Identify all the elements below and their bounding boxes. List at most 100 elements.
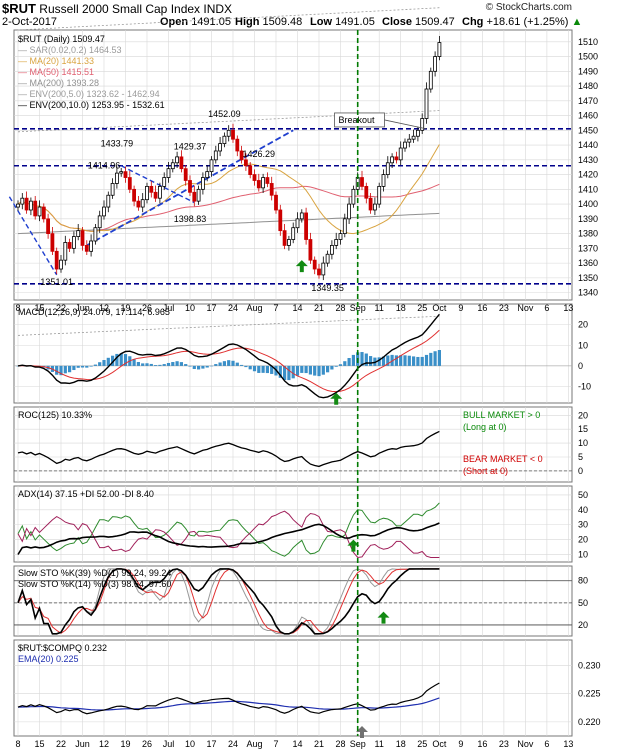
candle-body bbox=[424, 88, 429, 119]
candle-body bbox=[24, 197, 29, 211]
macd-histogram-bar bbox=[360, 352, 364, 366]
macd-histogram-bar bbox=[283, 365, 287, 381]
breakout-pointer bbox=[384, 119, 427, 130]
macd-histogram-bar bbox=[317, 365, 321, 377]
macd-histogram-bar bbox=[222, 361, 226, 366]
candle-body bbox=[218, 143, 223, 152]
macd-histogram-bar bbox=[111, 355, 115, 366]
x-tick-label: 16 bbox=[477, 303, 487, 313]
candle-body bbox=[381, 174, 386, 187]
macd-histogram-bar bbox=[132, 359, 136, 366]
candle-body bbox=[16, 203, 20, 208]
y-tick-label: 10 bbox=[578, 340, 588, 350]
y-tick-label: 0.225 bbox=[578, 689, 601, 699]
price-legend-item: — MA(50) 1415.51 bbox=[18, 67, 94, 77]
candle-body bbox=[415, 129, 420, 137]
macd-histogram-bar bbox=[334, 365, 338, 367]
macd-histogram-bar bbox=[338, 364, 343, 366]
high-value: High 1509.48 bbox=[235, 16, 303, 28]
price-label: 1452.09 bbox=[208, 109, 241, 119]
x-tick-label: 28 bbox=[335, 739, 345, 749]
candle-body bbox=[299, 212, 304, 220]
y-tick-label: 1340 bbox=[578, 288, 598, 298]
macd-histogram-bar bbox=[295, 365, 300, 376]
down-trendline bbox=[8, 196, 58, 276]
candle-body bbox=[102, 206, 106, 217]
macd-histogram-bar bbox=[399, 355, 403, 366]
y-tick-label: 0.220 bbox=[578, 717, 601, 727]
candle-body bbox=[183, 168, 188, 181]
ma20-line bbox=[17, 144, 440, 235]
x-tick-label: 13 bbox=[563, 739, 573, 749]
macd-histogram-bar bbox=[300, 365, 304, 373]
x-tick-label: Oct bbox=[432, 303, 447, 313]
candle-body bbox=[50, 233, 55, 252]
candle-body bbox=[252, 174, 257, 181]
candle-body bbox=[282, 230, 287, 246]
macd-signal-line bbox=[17, 329, 440, 393]
candle-body bbox=[334, 239, 339, 246]
candle-body bbox=[110, 183, 115, 196]
candle-body bbox=[93, 227, 98, 242]
macd-histogram-bar bbox=[68, 365, 72, 373]
price-label: 1349.35 bbox=[311, 283, 344, 293]
macd-histogram-bar bbox=[364, 353, 368, 366]
macd-histogram-bar bbox=[231, 360, 235, 366]
y-tick-label: 15 bbox=[578, 424, 588, 434]
candle-body bbox=[175, 156, 180, 164]
bull-market-label: BULL MARKET > 0 bbox=[463, 410, 540, 420]
candle-body bbox=[368, 197, 373, 211]
candle-body bbox=[433, 56, 438, 72]
candle-body bbox=[308, 239, 313, 261]
x-tick-label: 25 bbox=[417, 739, 427, 749]
y-tick-label: 1440 bbox=[578, 140, 598, 150]
macd-buy-arrow-icon bbox=[330, 392, 343, 405]
candle-body bbox=[347, 203, 352, 220]
roc-line bbox=[17, 430, 440, 468]
candle-body bbox=[115, 172, 119, 184]
x-tick-label: 18 bbox=[396, 739, 406, 749]
candle-body bbox=[41, 206, 46, 220]
x-tick-label: 7 bbox=[273, 303, 278, 313]
candle-body bbox=[269, 183, 274, 196]
stoch39-title: Slow STO %K(39) %D(1) 99.24, 99.24 bbox=[18, 568, 171, 578]
macd-histogram-bar bbox=[420, 356, 424, 366]
candle-body bbox=[256, 180, 261, 189]
x-tick-label: 9 bbox=[458, 303, 463, 313]
candle-body bbox=[136, 200, 141, 208]
macd-histogram-bar bbox=[343, 361, 347, 366]
y-tick-label: 0 bbox=[578, 361, 583, 371]
x-tick-label: 14 bbox=[292, 303, 302, 313]
macd-histogram-bar bbox=[115, 353, 119, 366]
x-tick-label: 24 bbox=[228, 739, 238, 749]
x-tick-label: Nov bbox=[517, 303, 534, 313]
candle-body bbox=[385, 162, 390, 175]
macd-histogram-bar bbox=[261, 365, 265, 373]
macd-line bbox=[17, 313, 440, 399]
candle-body bbox=[84, 245, 89, 252]
price-label: 1351.01 bbox=[40, 277, 73, 287]
x-tick-label: Jul bbox=[163, 303, 175, 313]
x-tick-label: 11 bbox=[375, 739, 384, 749]
bear-market-sublabel: (Short at 0) bbox=[463, 466, 508, 476]
macd-title: MACD(12,26,9) 24.079, 17.114, 6.965 bbox=[18, 307, 170, 317]
x-tick-label: 6 bbox=[544, 303, 549, 313]
candle-body bbox=[63, 242, 68, 261]
stoch14-title: Slow STO %K(14) %D(3) 98.64, 97.60 bbox=[18, 579, 171, 589]
candle-body bbox=[317, 268, 321, 276]
ratio-arrow-icon bbox=[356, 726, 368, 738]
chart-title: $RUT Russell 2000 Small Cap Index INDX bbox=[2, 1, 232, 16]
macd-histogram-bar bbox=[171, 362, 175, 366]
candle-body bbox=[235, 138, 240, 152]
candle-body bbox=[76, 230, 81, 237]
candle-body bbox=[196, 188, 201, 202]
x-tick-label: 21 bbox=[314, 303, 324, 313]
adx-line bbox=[17, 522, 440, 555]
x-tick-label: 22 bbox=[56, 303, 66, 313]
macd-histogram-bar bbox=[369, 356, 373, 366]
candle-body bbox=[325, 253, 330, 264]
macd-histogram-bar bbox=[424, 354, 429, 366]
candle-body bbox=[106, 194, 111, 208]
x-tick-label: Aug bbox=[246, 303, 262, 313]
